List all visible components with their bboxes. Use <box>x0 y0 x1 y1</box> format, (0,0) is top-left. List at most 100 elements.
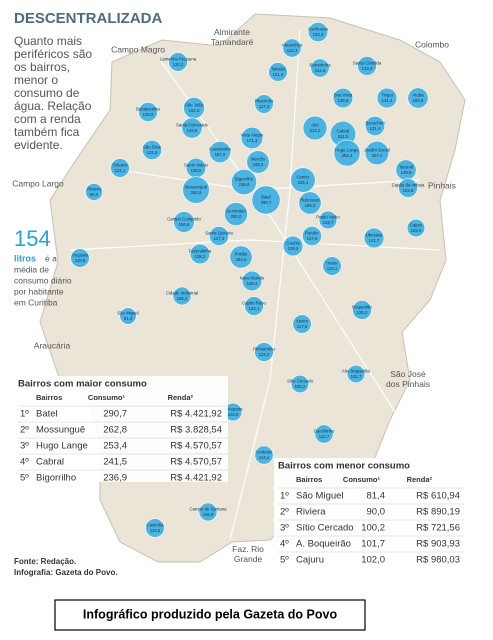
table-cell: 81,4 <box>367 491 386 502</box>
description-line: Quanto mais <box>14 34 82 48</box>
neighborhood-value: 117,6 <box>297 324 308 329</box>
neighborhood-value: 185,3 <box>305 203 316 208</box>
consumption-bubble <box>298 191 322 215</box>
table-cell: 236,9 <box>103 473 127 484</box>
description-line: evidente. <box>14 138 63 152</box>
neighborhood-name: Caximba <box>147 523 165 528</box>
table-title: Bairros com maior consumo <box>18 379 147 390</box>
neighborhood-name: Rebouças <box>300 198 319 203</box>
neighborhood-name: Tarumã <box>399 165 414 170</box>
consumption-bubble <box>364 140 390 166</box>
table-cell: 100,2 <box>361 523 385 534</box>
neighborhood-name: Umbará <box>256 450 272 455</box>
consumption-bubble <box>168 52 188 72</box>
table-cell: R$ 4.570,57 <box>170 457 222 468</box>
neighborhood-name: Santa Quitéria <box>205 231 233 236</box>
neighborhood-value: 167,0 <box>215 152 226 157</box>
neighborhood-name: Butiatuvinha <box>136 107 160 112</box>
consumption-bubble <box>70 248 90 268</box>
consumption-bubble <box>110 158 130 178</box>
table-cell: 1º <box>20 409 29 420</box>
consumption-bubble <box>254 342 274 362</box>
neighborhood-value: 121,4 <box>273 72 284 77</box>
neighborhood-name: Xaxim <box>296 319 308 324</box>
neighborhood-value: 114,6 <box>315 68 326 73</box>
consumption-bubble <box>363 227 385 249</box>
neighborhood-value: 122,1 <box>249 306 260 311</box>
consumption-bubble <box>231 169 257 195</box>
consumption-bubble <box>357 56 377 76</box>
neighborhood-name: Cascatinha <box>209 147 231 152</box>
neighborhood-value: 200,0 <box>231 214 242 219</box>
neighborhood-name: Sítio Cercado <box>287 379 314 384</box>
table-cell: Riviera <box>296 507 326 518</box>
neighborhood-name: Santa Cândida <box>353 61 382 66</box>
consumption-bubble <box>352 300 372 320</box>
neighborhood-name: Batel <box>261 195 271 200</box>
consumption-bubble <box>172 286 192 306</box>
table-cell: 102,0 <box>361 555 385 566</box>
source: Fonte: Redação. <box>14 557 76 566</box>
description-line: consumo de <box>14 86 80 100</box>
neighborhood-name: Jardim Social <box>364 148 390 153</box>
neighborhood-name: Cachoeira <box>308 27 328 32</box>
consumption-bubble <box>198 502 218 522</box>
consumption-bubble <box>282 235 304 257</box>
table-cell: 253,4 <box>103 441 127 452</box>
neighborhood-name: Centro <box>297 175 311 180</box>
description-line: com a renda <box>14 112 81 126</box>
caption: Infográfico produzido pela Gazeta do Pov… <box>83 607 338 621</box>
table-cell: Batel <box>36 409 58 420</box>
table-cell: 90,0 <box>367 507 386 518</box>
neighborhood-value: 108,2 <box>177 296 188 301</box>
consumption-bubble <box>314 424 334 444</box>
neighborhood-value: 135,5 <box>191 168 202 173</box>
neighborhood-name: Portão <box>235 252 248 257</box>
neighborhood-name: Augusta <box>72 253 88 258</box>
neighborhood-name: Hugo Lange <box>335 148 359 153</box>
description-line: periféricos são <box>14 47 92 61</box>
table-cell: 3º <box>280 523 289 534</box>
neighborhood-value: 125,0 <box>143 112 154 117</box>
place-label: Colombo <box>415 39 449 49</box>
table-cell: Cabral <box>36 457 64 468</box>
consumption-bubble <box>145 518 165 538</box>
neighborhood-name: Santo Inácio <box>184 163 208 168</box>
neighborhood-name: Guaíra <box>286 241 300 246</box>
neighborhood-name: Lamenha Pequena <box>160 57 197 62</box>
consumption-bubble <box>246 150 270 174</box>
neighborhood-value: 124,9 <box>362 66 373 71</box>
neighborhood-name: Mossunguê <box>185 185 208 190</box>
neighborhood-name: Pinheirinho <box>253 347 275 352</box>
consumption-bubble <box>209 141 231 163</box>
neighborhood-name: São Miguel <box>117 311 139 316</box>
table-cell: 3º <box>20 441 29 452</box>
consumption-bubble <box>119 307 137 325</box>
neighborhood-name: Uberaba <box>366 233 383 238</box>
consumption-bubble <box>282 38 302 58</box>
neighborhood-value: 141,7 <box>369 238 380 243</box>
neighborhood-name: Pilarzinho <box>255 99 274 104</box>
neighborhood-value: 253,4 <box>342 153 353 158</box>
table-header: Bairros <box>296 475 322 484</box>
neighborhood-value: 148,5 <box>187 128 198 133</box>
table-cell: Mossunguê <box>36 425 85 436</box>
neighborhood-value: 103,5 <box>228 412 239 417</box>
neighborhood-value: 117,3 <box>259 104 270 109</box>
table-cell: 101,7 <box>361 539 385 550</box>
neighborhood-name: Cabral <box>337 129 350 134</box>
consumption-bubble <box>292 314 312 334</box>
neighborhood-value: 119,1 <box>327 266 338 271</box>
neighborhood-name: Mercês <box>251 157 265 162</box>
neighborhood-value: 127,9 <box>307 236 318 241</box>
table-cell: 2º <box>280 507 289 518</box>
consumption-bubble <box>189 243 211 265</box>
table-title: Bairros com menor consumo <box>278 461 410 472</box>
neighborhood-value: 138,4 <box>247 281 258 286</box>
neighborhood-value: 188,2 <box>253 162 264 167</box>
consumption-bubble <box>302 226 322 246</box>
consumption-bubble <box>254 445 274 465</box>
neighborhood-name: Boa Vista <box>334 93 353 98</box>
neighborhood-name: Fazendinha <box>189 249 212 254</box>
neighborhood-value: 213,2 <box>310 128 321 133</box>
